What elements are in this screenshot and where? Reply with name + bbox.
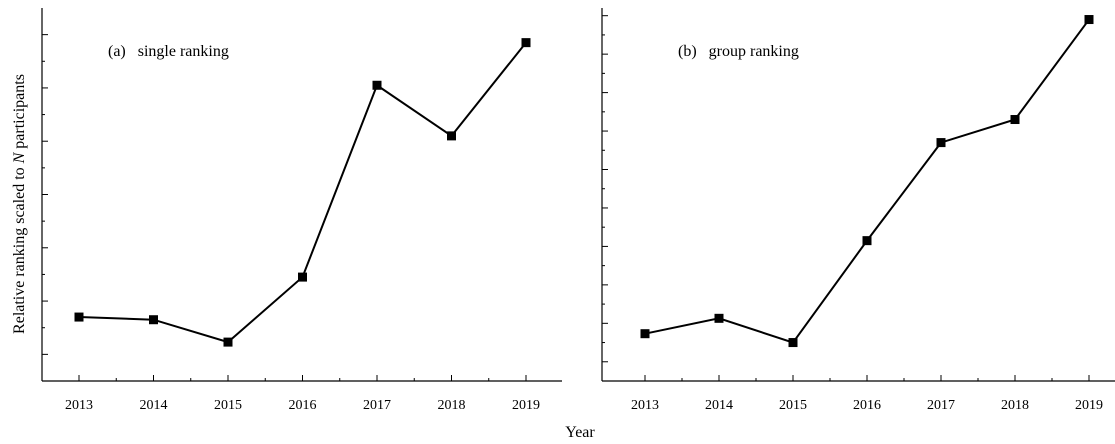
x-tick-label: 2014 [705,398,733,413]
x-tick-label: 2016 [289,398,317,413]
data-point-marker [223,337,233,347]
panel-title: (b) group ranking [678,43,799,60]
x-tick-label: 2017 [363,398,391,413]
panel-group-ranking: 2013 2014 2015 2016 2017 2018 2019 (b) group ra… [601,8,1115,413]
x-tick-label: 2018 [1001,398,1029,413]
data-point-marker [936,138,946,148]
data-point-marker [298,272,307,282]
x-tick-label: 2019 [512,398,540,413]
data-point-marker [1010,115,1020,125]
x-tick-label: 2019 [1075,398,1103,413]
data-point-marker [1084,15,1094,25]
panel-title: (a) single ranking [108,43,229,60]
data-point-marker [521,38,531,48]
x-tick-label: 2017 [927,398,955,413]
data-point-marker [447,131,456,141]
data-point-marker [372,80,382,90]
x-tick-label: 2014 [140,398,168,413]
data-point-marker [74,312,84,322]
x-tick-label: 2013 [631,398,659,413]
series-line [78,42,527,344]
series-line [644,18,1090,344]
x-tick-label: 2018 [438,398,466,413]
x-axis-title: Year [565,424,595,441]
x-tick-label: 2013 [65,398,93,413]
data-point-marker [714,313,724,323]
panel-single-ranking: 2013 2014 2015 2016 2017 2018 2019 (a) single r… [41,8,562,413]
x-tick-label: 2016 [853,398,881,413]
data-point-marker [862,236,872,246]
y-axis-title-variable: N [11,151,28,164]
y-axis-title-prefix: Relative ranking scaled to [11,163,28,334]
y-axis-title: Relative ranking scaled to N participant… [11,74,28,334]
x-tick-label: 2015 [214,398,242,413]
data-point-marker [149,315,158,325]
data-point-marker [788,338,798,348]
x-tick-label: 2015 [779,398,807,413]
y-axis-title-suffix: participants [11,74,28,153]
data-point-marker [640,329,650,339]
